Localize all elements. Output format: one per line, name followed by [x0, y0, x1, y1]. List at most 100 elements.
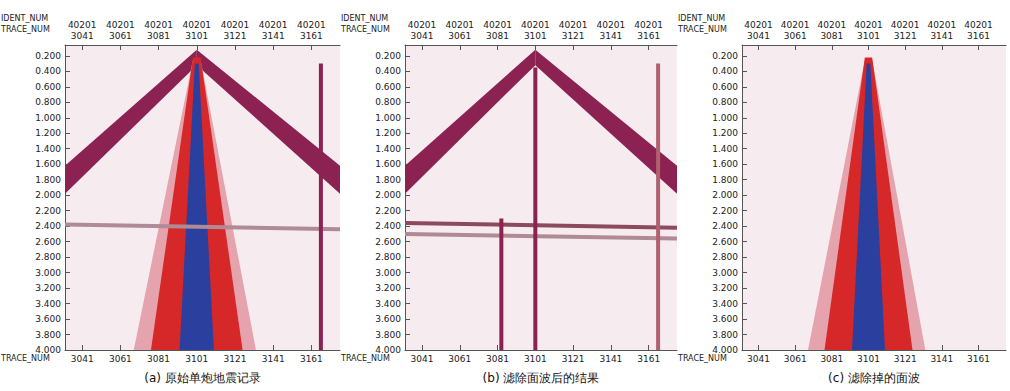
- svg-text:3061: 3061: [784, 31, 807, 41]
- svg-text:3.800: 3.800: [35, 330, 61, 340]
- svg-text:1.400: 1.400: [35, 144, 61, 154]
- svg-text:1.600: 1.600: [712, 159, 738, 169]
- svg-text:3121: 3121: [562, 31, 585, 41]
- svg-text:40201: 40201: [182, 20, 211, 30]
- svg-text:4.000: 4.000: [375, 345, 401, 355]
- svg-text:3.400: 3.400: [375, 299, 401, 309]
- svg-text:40201: 40201: [297, 20, 326, 30]
- svg-text:3141: 3141: [599, 31, 622, 41]
- svg-text:2.400: 2.400: [35, 221, 61, 231]
- svg-text:4.000: 4.000: [35, 345, 61, 355]
- svg-text:40201: 40201: [854, 20, 883, 30]
- svg-text:TRACE_NUM: TRACE_NUM: [340, 25, 390, 34]
- svg-text:(b) 滤除面波后的结果: (b) 滤除面波后的结果: [483, 371, 600, 385]
- svg-text:3141: 3141: [599, 354, 622, 364]
- svg-text:1.800: 1.800: [712, 175, 738, 185]
- svg-text:2.600: 2.600: [712, 237, 738, 247]
- svg-text:3121: 3121: [894, 354, 917, 364]
- svg-text:1.800: 1.800: [35, 175, 61, 185]
- svg-text:3041: 3041: [411, 31, 434, 41]
- svg-text:3161: 3161: [967, 354, 990, 364]
- svg-text:3161: 3161: [967, 31, 990, 41]
- svg-text:0.600: 0.600: [712, 82, 738, 92]
- svg-text:3101: 3101: [524, 31, 547, 41]
- svg-text:3.600: 3.600: [712, 314, 738, 324]
- svg-text:(a) 原始单炮地震记录: (a) 原始单炮地震记录: [144, 371, 261, 385]
- svg-text:0.800: 0.800: [35, 97, 61, 107]
- svg-text:3081: 3081: [147, 31, 170, 41]
- svg-text:2.000: 2.000: [375, 190, 401, 200]
- svg-text:3.600: 3.600: [375, 314, 401, 324]
- svg-text:1.000: 1.000: [35, 113, 61, 123]
- svg-text:40201: 40201: [483, 20, 512, 30]
- svg-text:0.800: 0.800: [712, 97, 738, 107]
- svg-text:3061: 3061: [448, 31, 471, 41]
- svg-text:3.000: 3.000: [35, 268, 61, 278]
- svg-text:3121: 3121: [562, 354, 585, 364]
- svg-text:40201: 40201: [259, 20, 288, 30]
- svg-text:3141: 3141: [262, 354, 285, 364]
- svg-text:3.000: 3.000: [712, 268, 738, 278]
- svg-text:3121: 3121: [224, 354, 247, 364]
- svg-text:1.400: 1.400: [375, 144, 401, 154]
- svg-text:1.600: 1.600: [35, 159, 61, 169]
- svg-text:40201: 40201: [106, 20, 135, 30]
- svg-text:3141: 3141: [930, 31, 953, 41]
- svg-text:40201: 40201: [68, 20, 97, 30]
- svg-text:0.400: 0.400: [712, 66, 738, 76]
- svg-text:0.400: 0.400: [375, 66, 401, 76]
- svg-text:40201: 40201: [964, 20, 993, 30]
- svg-text:1.200: 1.200: [375, 128, 401, 138]
- svg-text:2.800: 2.800: [375, 252, 401, 262]
- svg-text:3.800: 3.800: [712, 330, 738, 340]
- svg-text:3081: 3081: [820, 31, 843, 41]
- svg-text:3081: 3081: [820, 354, 843, 364]
- svg-text:(c) 滤除掉的面波: (c) 滤除掉的面波: [828, 371, 920, 385]
- svg-text:2.200: 2.200: [712, 206, 738, 216]
- svg-text:0.600: 0.600: [35, 82, 61, 92]
- svg-text:1.200: 1.200: [35, 128, 61, 138]
- svg-text:3161: 3161: [637, 354, 660, 364]
- svg-text:3141: 3141: [262, 31, 285, 41]
- svg-text:3101: 3101: [185, 354, 208, 364]
- svg-text:2.200: 2.200: [35, 206, 61, 216]
- svg-text:3.000: 3.000: [375, 268, 401, 278]
- svg-text:40201: 40201: [744, 20, 773, 30]
- svg-text:3161: 3161: [637, 31, 660, 41]
- svg-text:3161: 3161: [300, 354, 323, 364]
- svg-text:40201: 40201: [559, 20, 588, 30]
- svg-text:2.000: 2.000: [35, 190, 61, 200]
- svg-text:3041: 3041: [411, 354, 434, 364]
- svg-text:2.000: 2.000: [712, 190, 738, 200]
- svg-text:3121: 3121: [224, 31, 247, 41]
- svg-text:3081: 3081: [486, 354, 509, 364]
- svg-text:2.800: 2.800: [712, 252, 738, 262]
- svg-text:3101: 3101: [185, 31, 208, 41]
- svg-text:0.200: 0.200: [35, 51, 61, 61]
- svg-text:3.600: 3.600: [35, 314, 61, 324]
- svg-text:40201: 40201: [781, 20, 810, 30]
- svg-text:40201: 40201: [634, 20, 663, 30]
- svg-text:40201: 40201: [221, 20, 250, 30]
- svg-text:40201: 40201: [445, 20, 474, 30]
- svg-text:3061: 3061: [448, 354, 471, 364]
- svg-text:2.400: 2.400: [375, 221, 401, 231]
- svg-text:3061: 3061: [109, 354, 132, 364]
- svg-text:2.800: 2.800: [35, 252, 61, 262]
- svg-text:1.000: 1.000: [375, 113, 401, 123]
- svg-text:IDENT_NUM: IDENT_NUM: [341, 14, 388, 23]
- svg-text:1.000: 1.000: [712, 113, 738, 123]
- svg-text:0.200: 0.200: [375, 51, 401, 61]
- svg-text:IDENT_NUM: IDENT_NUM: [678, 14, 725, 23]
- svg-text:3041: 3041: [71, 354, 94, 364]
- svg-text:3081: 3081: [486, 31, 509, 41]
- svg-text:40201: 40201: [521, 20, 550, 30]
- svg-text:TRACE_NUM: TRACE_NUM: [0, 25, 50, 34]
- svg-text:3.800: 3.800: [375, 330, 401, 340]
- svg-text:40201: 40201: [928, 20, 957, 30]
- svg-text:1.600: 1.600: [375, 159, 401, 169]
- svg-text:2.600: 2.600: [35, 237, 61, 247]
- svg-text:3041: 3041: [71, 31, 94, 41]
- svg-text:1.800: 1.800: [375, 175, 401, 185]
- svg-text:3.200: 3.200: [712, 283, 738, 293]
